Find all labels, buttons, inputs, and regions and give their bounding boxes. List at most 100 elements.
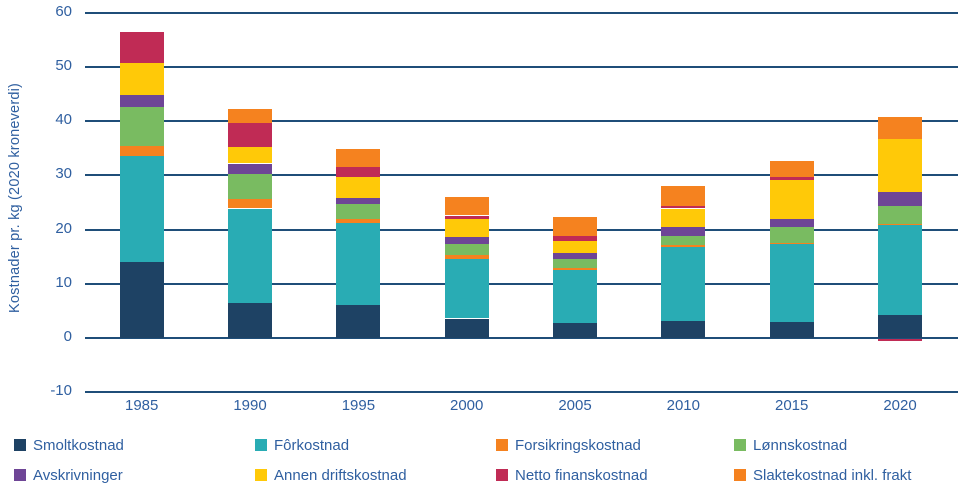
- legend-swatch-icon: [14, 439, 26, 451]
- gridline-y40: [85, 120, 958, 123]
- bar-segment: [444, 215, 489, 220]
- bar-segment: [336, 167, 381, 178]
- gridline-y60: [85, 11, 958, 14]
- x-tick-label: 2005: [558, 397, 592, 414]
- bar-segment: [336, 148, 381, 168]
- bar-segment: [336, 203, 381, 220]
- legend-label: Annen driftskostnad: [274, 466, 407, 484]
- bar-segment: [228, 146, 272, 164]
- bar-segment: [878, 206, 922, 224]
- bar-segment: [119, 106, 164, 147]
- bar-segment: [553, 258, 597, 269]
- bar-segment: [878, 139, 922, 193]
- bar-segment: [119, 95, 164, 107]
- bar-segment: [661, 186, 706, 206]
- y-tick-label: 50: [55, 57, 72, 74]
- bar-segment: [228, 302, 272, 338]
- bar-segment: [553, 241, 597, 253]
- bar-segment: [878, 116, 922, 140]
- bar-segment: [878, 339, 922, 342]
- legend-swatch-icon: [496, 439, 508, 451]
- legend-item: Smoltkostnad: [14, 436, 124, 454]
- bar-segment: [661, 321, 706, 338]
- legend-item: Avskrivninger: [14, 466, 123, 484]
- legend-label: Fôrkostnad: [274, 436, 350, 454]
- bar-segment: [769, 180, 814, 219]
- bar-segment: [553, 216, 597, 236]
- legend-label: Avskrivninger: [33, 466, 123, 484]
- legend-item: Annen driftskostnad: [255, 466, 407, 484]
- legend-swatch-icon: [14, 469, 26, 481]
- bar-segment: [119, 62, 164, 96]
- legend-swatch-icon: [255, 439, 267, 451]
- legend-label: Slaktekostnad inkl. frakt: [753, 466, 912, 484]
- bar-segment: [228, 163, 272, 175]
- bar-segment: [553, 235, 597, 241]
- legend-swatch-icon: [255, 469, 267, 481]
- bar-segment: [769, 242, 814, 245]
- bar-segment: [878, 223, 922, 225]
- bar-segment: [553, 252, 597, 259]
- bar-segment: [119, 146, 164, 156]
- x-tick-label: 2020: [883, 397, 917, 414]
- legend-item: Netto finanskostnad: [496, 466, 648, 484]
- y-tick-label: 20: [55, 219, 72, 237]
- bar-segment: [444, 197, 489, 216]
- bar-segment: [444, 219, 489, 238]
- bar-segment: [444, 237, 489, 245]
- gridline-y-10: [85, 391, 958, 394]
- bar-segment: [661, 205, 706, 209]
- bar-segment: [119, 32, 164, 63]
- bar-segment: [119, 155, 164, 262]
- bar-segment: [878, 315, 922, 338]
- legend-item: Forsikringskostnad: [496, 436, 641, 454]
- y-axis-title: Kostnader pr. kg (2020 kroneverdi): [7, 82, 23, 314]
- bar-segment: [336, 223, 381, 305]
- bar-segment: [878, 224, 922, 316]
- x-tick-label: 1990: [233, 397, 267, 414]
- bar-segment: [661, 245, 706, 247]
- bar-segment: [769, 244, 814, 323]
- gridline-y0: [85, 337, 958, 339]
- bar-segment: [661, 226, 706, 236]
- gridline-y30: [85, 174, 958, 177]
- bar-segment: [661, 246, 706, 322]
- legend-swatch-icon: [734, 439, 746, 451]
- bar-segment: [661, 208, 706, 227]
- bar-segment: [336, 304, 381, 338]
- bar-segment: [336, 177, 381, 198]
- y-tick-label: -10: [50, 382, 72, 400]
- y-tick-label: 10: [55, 273, 72, 291]
- bar-segment: [769, 161, 814, 177]
- y-tick-label: 60: [55, 2, 72, 20]
- x-tick-label: 1985: [125, 397, 159, 414]
- gridline-y10: [85, 282, 958, 285]
- x-tick-label: 1995: [341, 397, 376, 414]
- legend: Smoltkostnad Fôrkostnad Forsikringskostnad…: [0, 428, 960, 488]
- legend-label: Forsikringskostnad: [515, 436, 641, 454]
- bar-segment: [228, 109, 272, 124]
- bar-segment: [444, 244, 489, 255]
- legend-swatch-icon: [496, 469, 508, 481]
- bar-segment: [553, 268, 597, 271]
- bar-segment: [444, 255, 489, 259]
- y-tick-label: 0: [63, 328, 72, 345]
- bar-segment: [228, 174, 272, 200]
- bar-segment: [661, 235, 706, 246]
- y-tick-label: 30: [55, 165, 72, 183]
- bar-segment: [336, 219, 381, 224]
- bar-segment: [769, 322, 814, 338]
- legend-label: Smoltkostnad: [33, 436, 124, 454]
- bar-segment: [769, 177, 814, 181]
- x-tick-label: 2010: [666, 397, 700, 414]
- bar-segment: [336, 197, 381, 204]
- bar-segment: [769, 218, 814, 228]
- gridline-y20: [85, 228, 958, 231]
- legend-label: Lønnskostnad: [753, 436, 848, 454]
- bar-segment: [444, 258, 489, 319]
- legend-label: Netto finanskostnad: [515, 466, 648, 484]
- x-tick-label: 2015: [775, 397, 809, 414]
- bar-segment: [878, 192, 922, 207]
- bar-segment: [444, 318, 489, 338]
